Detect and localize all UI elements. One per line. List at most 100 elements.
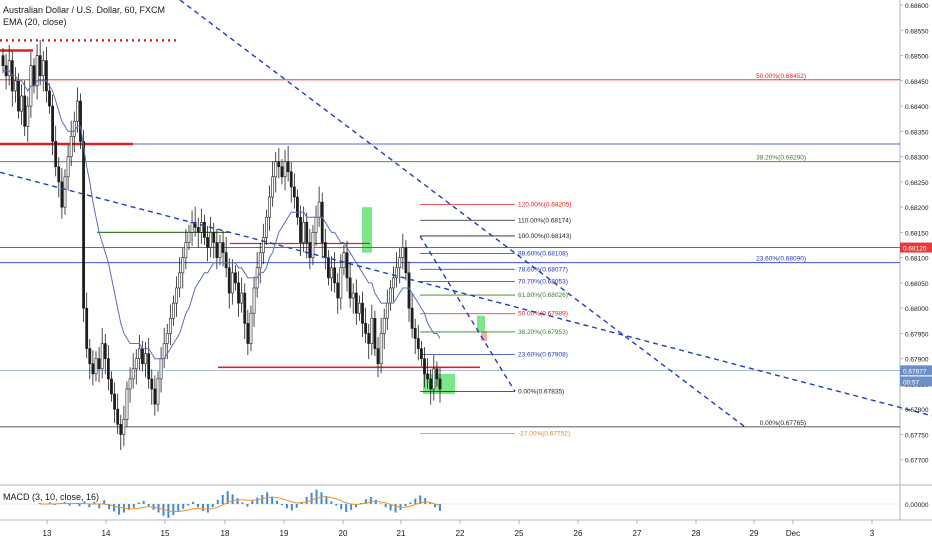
y-tick-label: 0.67750 <box>905 432 929 439</box>
candle-body <box>385 302 389 319</box>
dashed-trendline[interactable] <box>0 171 932 417</box>
macd-signal <box>40 495 441 512</box>
candle-body <box>354 292 358 314</box>
candle-body <box>358 302 361 314</box>
candle-body <box>51 105 54 142</box>
candle-body <box>246 323 250 344</box>
candle-body <box>249 312 253 344</box>
fib-level-label: 78.60%(0.68077) <box>518 266 568 273</box>
candle-body <box>423 358 426 375</box>
candle-body <box>131 368 135 380</box>
price-axis: 0.68600 0.68550 0.68500 0.68450 0.68400 0.683… <box>900 3 932 465</box>
candle-body <box>187 232 191 243</box>
fib-level-label: 100.00%(0.68143) <box>518 233 572 240</box>
price-badge <box>900 242 932 253</box>
candle-body <box>162 343 166 359</box>
candle-body <box>20 95 23 112</box>
candle-body <box>153 388 157 405</box>
candle-body <box>392 277 395 289</box>
candle-body <box>373 317 377 349</box>
fib-level-label: 110.00%(0.68174) <box>518 217 571 224</box>
candle-body <box>240 292 244 304</box>
candle-body <box>113 393 116 410</box>
candle-body <box>168 317 172 334</box>
candle-body <box>435 368 439 380</box>
dashed-trendline[interactable] <box>179 0 746 428</box>
candle-body <box>175 287 178 304</box>
candle-body <box>261 237 265 253</box>
candle-body <box>252 287 256 314</box>
candle-body <box>134 358 138 370</box>
fib-level-label: 0.00%(0.67835) <box>518 389 564 396</box>
macd-tick: 0.00000 <box>905 502 929 509</box>
candle-body <box>184 242 188 258</box>
candle-body <box>79 100 82 142</box>
candle-body <box>413 328 417 339</box>
candle-body <box>342 252 346 269</box>
candle-body <box>147 353 151 380</box>
candle-body <box>224 252 228 269</box>
x-tick-label: 29 <box>750 529 759 538</box>
ema-line <box>3 70 441 360</box>
candle-body <box>172 302 175 319</box>
candle-body <box>63 176 67 208</box>
y-tick-label: 0.68500 <box>905 54 929 61</box>
candle-body <box>35 55 39 87</box>
candle-body <box>193 221 197 228</box>
candle-body <box>364 323 368 334</box>
candle-body <box>32 65 36 87</box>
y-tick-label: 0.68250 <box>905 180 929 187</box>
y-tick-label: 0.68550 <box>905 28 929 35</box>
candle-body <box>292 186 296 198</box>
candle-body <box>370 317 374 344</box>
y-tick-label: 0.68400 <box>905 104 929 111</box>
candle-body <box>348 277 352 299</box>
candle-body <box>206 237 209 248</box>
candle-body <box>141 348 144 365</box>
trendlines[interactable] <box>0 0 932 428</box>
candle-body <box>410 307 414 329</box>
price-badge-text: 0.68120 <box>903 246 927 253</box>
candle-body <box>323 242 327 258</box>
dashed-trendline[interactable] <box>419 235 516 392</box>
candle-body <box>320 201 324 243</box>
candle-body <box>215 242 219 258</box>
candle-body <box>57 166 61 183</box>
candle-body <box>314 216 318 233</box>
candle-body <box>227 267 231 294</box>
macd-legend: MACD (3, 10, close, 16) <box>3 492 100 502</box>
x-tick-label: 19 <box>280 529 289 538</box>
candle-body <box>289 171 293 188</box>
candle-body <box>203 221 206 238</box>
candle-body <box>432 368 436 390</box>
candle-body <box>305 221 309 243</box>
x-tick-label: 20 <box>339 529 348 538</box>
candle-body <box>150 378 154 390</box>
candle-body <box>401 247 405 258</box>
candle-body <box>395 267 399 279</box>
y-tick-label: 0.67950 <box>905 331 929 338</box>
time-axis: 13 14 15 18 19 20 21 22 25 26 27 28 29 Dec 3 <box>43 520 875 538</box>
candle-body <box>13 80 17 92</box>
fib-level-label: 38.20%(0.67953) <box>518 329 568 336</box>
candle-body <box>351 292 355 299</box>
candle-body <box>243 292 247 324</box>
candle-body <box>299 216 302 243</box>
candle-body <box>97 358 101 370</box>
ema-path <box>3 70 441 360</box>
y-tick-label: 0.68050 <box>905 281 929 288</box>
y-tick-label: 0.67700 <box>905 458 929 465</box>
candle-body <box>159 358 163 380</box>
candle-body <box>38 55 42 77</box>
candle-body <box>103 343 107 359</box>
candle-body <box>125 388 129 420</box>
y-tick-label: 0.68000 <box>905 306 929 313</box>
candle-body <box>181 257 185 274</box>
candle-body <box>221 242 225 253</box>
candle-body <box>333 267 337 284</box>
x-tick-label: 15 <box>161 529 170 538</box>
ema-legend: EMA (20, close) <box>3 17 67 27</box>
